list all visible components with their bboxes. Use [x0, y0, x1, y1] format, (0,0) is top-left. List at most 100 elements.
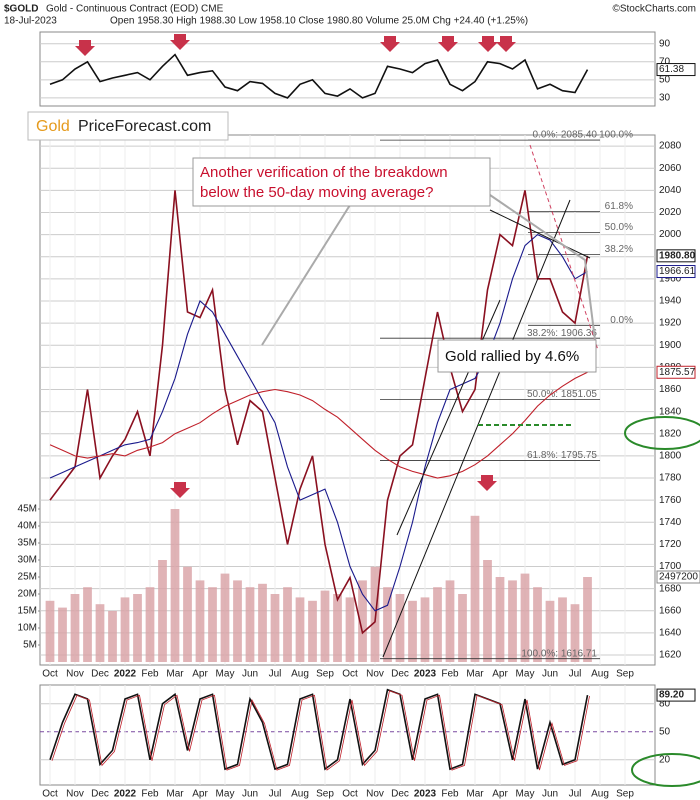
volume-tick-label: 10M: [18, 623, 37, 634]
y-tick-label: 1620: [659, 650, 682, 661]
callout-box: [437, 339, 597, 373]
x-tick-label: Dec: [391, 789, 409, 800]
volume-bar: [470, 515, 480, 662]
x-tick-label: Oct: [42, 789, 58, 800]
x-tick-label: Mar: [466, 789, 484, 800]
logo-gold: Gold: [36, 118, 70, 135]
y-tick-label: 50: [659, 74, 671, 85]
x-tick-label: Aug: [291, 789, 309, 800]
volume-bar: [183, 566, 192, 662]
y-tick-label: 1760: [659, 495, 682, 506]
marks: 30 50 70 90 61.38 1620 1640 1660 1680 1700 1720 174…: [18, 38, 700, 800]
x-tick-label: Nov: [366, 789, 384, 800]
x-tick-label: Jul: [269, 789, 282, 800]
x-tick-label: Feb: [141, 789, 159, 800]
x-tick-label: Jun: [542, 789, 558, 800]
fib-label: 0.0%: [610, 315, 633, 326]
arrow: [75, 40, 95, 56]
volume-bar: [170, 509, 180, 662]
x-tick-label: May: [516, 669, 535, 680]
quote: Open 1958.30 High 1988.30 Low 1958.10 Cl…: [110, 16, 528, 27]
arrow: [170, 34, 190, 50]
y-tick-label: 1840: [659, 406, 682, 417]
fib-label: 100.0%: 1616.71: [521, 648, 597, 659]
volume-bar: [408, 600, 417, 662]
x-tick-label: Jul: [269, 669, 282, 680]
volume-tick-label: 15M: [18, 606, 37, 617]
x-tick-label: Aug: [591, 669, 609, 680]
logo-site: PriceForecast.com: [78, 118, 211, 135]
volume-bar: [258, 583, 267, 662]
x-tick-label: Sep: [316, 669, 334, 680]
volume-bar: [83, 587, 92, 662]
x-tick-label: May: [216, 669, 235, 680]
value-tag-box: [656, 365, 696, 379]
y-tick-label: 2040: [659, 185, 682, 196]
volume-bar: [283, 587, 292, 662]
y-tick-label: 1860: [659, 384, 682, 395]
x-tick-label: Mar: [466, 669, 484, 680]
value-tag-box: [656, 265, 696, 279]
volume-tick-label: 5M: [23, 640, 37, 651]
fib-label: 38.2%: [605, 244, 633, 255]
y-tick-label: 2080: [659, 141, 682, 152]
volume-tick-label: 20M: [18, 589, 37, 600]
series-line: [49, 53, 589, 99]
x-tick-label: Oct: [342, 669, 358, 680]
x-tick-label: Feb: [441, 669, 459, 680]
instrument-name: Gold - Continuous Contract (EOD) CME: [46, 4, 224, 15]
x-tick-label: Mar: [166, 789, 184, 800]
y-tick-label: 1640: [659, 628, 682, 639]
volume-bar: [58, 607, 67, 662]
symbol: $GOLD: [4, 4, 38, 15]
x-tick-label: Feb: [141, 669, 159, 680]
value-tag: 2497200: [659, 572, 698, 583]
volume-bar: [233, 580, 242, 662]
arrow: [478, 36, 498, 52]
value-tag-box: [656, 249, 696, 263]
volume-tick-label: 30M: [18, 555, 37, 566]
rsi-frame: [39, 31, 656, 107]
volume-bar: [208, 587, 217, 662]
volume-bar: [333, 594, 342, 662]
x-tick-label: Nov: [366, 669, 384, 680]
x-tick-label: May: [516, 789, 535, 800]
trendline: [529, 144, 599, 351]
arrow: [170, 482, 190, 498]
y-tick-label: 1920: [659, 318, 682, 329]
value-tag-box: [656, 63, 696, 77]
x-tick-label: Sep: [616, 789, 634, 800]
fib-label: 61.8%: [605, 201, 633, 212]
y-tick-label: 2060: [659, 163, 682, 174]
volume-bar: [45, 600, 55, 662]
arrow: [477, 475, 497, 491]
value-tag: 1875.57: [659, 367, 696, 378]
volume-bar: [95, 604, 105, 662]
volume-bar: [445, 580, 455, 662]
arrow: [496, 36, 516, 52]
value-tag: 61.38: [659, 64, 684, 75]
volume-bar: [358, 580, 367, 662]
series-line: [49, 233, 588, 612]
callout-text: Another verification of the breakdown: [200, 164, 448, 181]
x-tick-label: May: [216, 789, 235, 800]
x-tick-label: Oct: [42, 669, 58, 680]
volume-bar: [508, 580, 517, 662]
volume-bar: [295, 597, 305, 662]
x-tick-label: Aug: [591, 789, 609, 800]
y-tick-label: 1720: [659, 539, 682, 550]
y-tick-label: 2000: [659, 229, 682, 240]
x-tick-label: Feb: [441, 789, 459, 800]
x-tick-label: Jun: [542, 669, 558, 680]
volume-bar: [220, 573, 230, 662]
stoch-frame: [39, 684, 656, 786]
x-tick-label: 2022: [114, 789, 137, 800]
y-tick-label: 20: [659, 754, 671, 765]
arrows: [75, 34, 516, 498]
x-tick-label: 2023: [414, 789, 437, 800]
callout-text: below the 50-day moving average?: [200, 184, 433, 201]
volume-bar: [270, 594, 280, 662]
callout-pointer: [261, 204, 351, 346]
x-tick-label: Sep: [616, 669, 634, 680]
